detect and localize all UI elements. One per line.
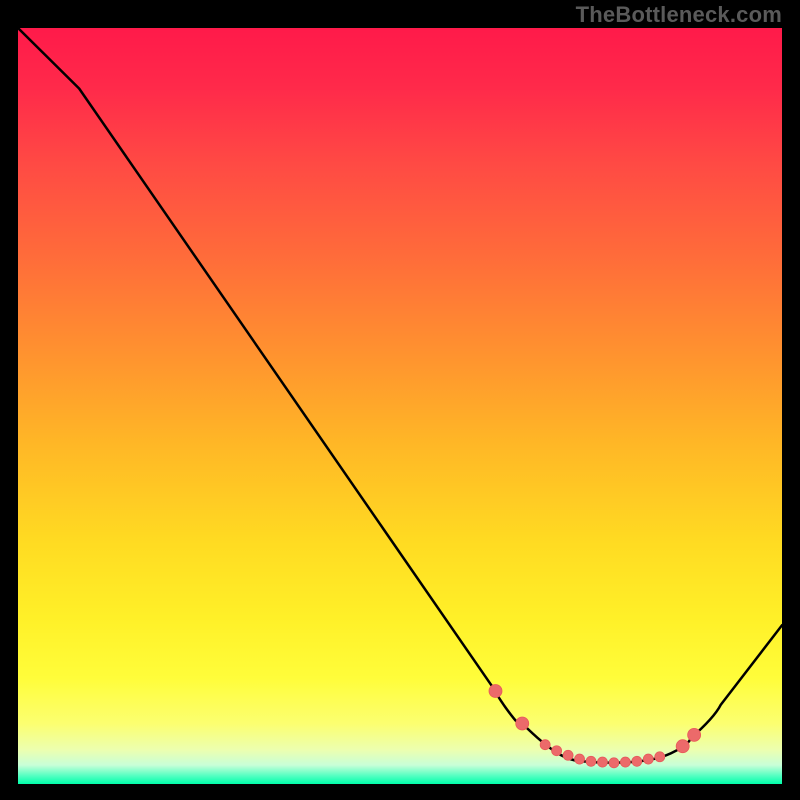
curve-marker bbox=[575, 754, 585, 764]
curve-marker bbox=[632, 756, 642, 766]
gradient-background bbox=[18, 28, 782, 784]
attribution-label: TheBottleneck.com bbox=[576, 2, 782, 28]
curve-marker bbox=[540, 740, 550, 750]
curve-marker bbox=[552, 746, 562, 756]
chart-area bbox=[18, 28, 782, 784]
curve-marker bbox=[563, 750, 573, 760]
curve-marker bbox=[643, 754, 653, 764]
curve-marker bbox=[586, 756, 596, 766]
chart-container: TheBottleneck.com bbox=[0, 0, 800, 800]
curve-marker bbox=[597, 757, 607, 767]
curve-marker bbox=[676, 740, 689, 753]
curve-marker bbox=[688, 728, 701, 741]
curve-marker bbox=[609, 758, 619, 768]
curve-marker bbox=[655, 752, 665, 762]
bottleneck-curve-chart bbox=[18, 28, 782, 784]
curve-marker bbox=[489, 685, 502, 698]
curve-marker bbox=[516, 717, 529, 730]
curve-marker bbox=[620, 757, 630, 767]
